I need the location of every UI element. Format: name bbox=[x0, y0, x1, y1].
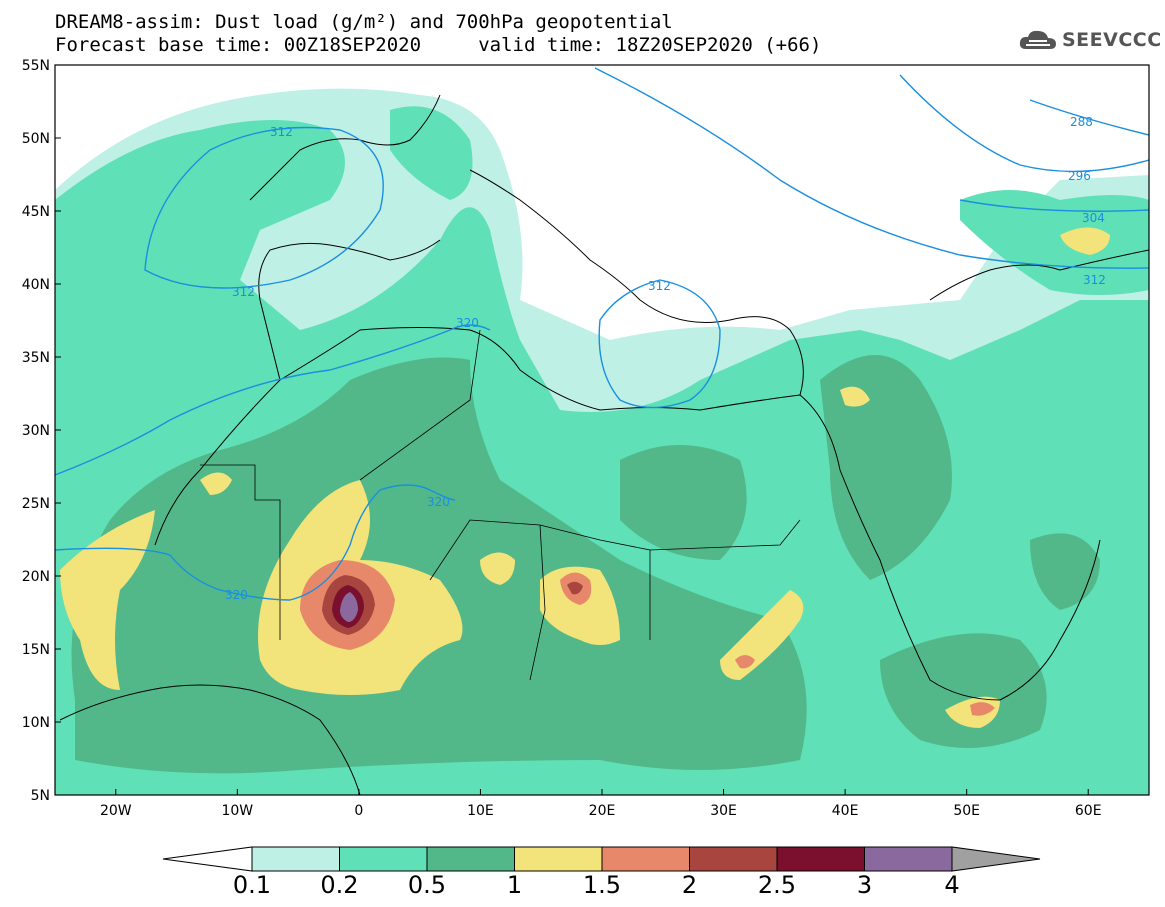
colorbar-swatch bbox=[864, 846, 953, 872]
contour-label: 312 bbox=[270, 125, 293, 139]
colorbar-swatches bbox=[251, 846, 1041, 872]
lon-tick-label: 10W bbox=[221, 803, 253, 819]
lat-tick-label: 25N bbox=[22, 496, 50, 512]
contour-label: 312 bbox=[232, 285, 255, 299]
lat-tick-label: 15N bbox=[22, 642, 50, 658]
colorbar-label: 2.5 bbox=[758, 871, 796, 899]
contour-label: 312 bbox=[648, 279, 671, 293]
dust-layer-0.5 bbox=[71, 355, 1100, 774]
colorbar-swatch bbox=[251, 846, 340, 872]
lat-tick-label: 40N bbox=[22, 277, 50, 293]
map-plot-area: 312 312 320 312 320 320 288 296 304 312 bbox=[55, 65, 1149, 795]
colorbar: 0.1 0.2 0.5 1 1.5 2 2.5 3 4 bbox=[162, 846, 1041, 899]
colorbar-label: 0.1 bbox=[233, 871, 271, 899]
longitude-axis: 20W 10W 0 10E 20E 30E 40E 50E 60E bbox=[100, 789, 1102, 819]
lon-tick-label: 30E bbox=[710, 803, 737, 819]
lat-tick-label: 55N bbox=[22, 58, 50, 74]
colorbar-swatch bbox=[339, 846, 428, 872]
colorbar-label: 0.2 bbox=[320, 871, 358, 899]
colorbar-label: 0.5 bbox=[408, 871, 446, 899]
contour-label: 304 bbox=[1082, 211, 1105, 225]
colorbar-under-arrow bbox=[162, 846, 253, 872]
latitude-axis: 55N 50N 45N 40N 35N 30N 25N 20N 15N 10N 5N bbox=[22, 58, 61, 804]
lon-tick-label: 20E bbox=[589, 803, 616, 819]
lon-tick-label: 40E bbox=[832, 803, 859, 819]
colorbar-label: 1.5 bbox=[583, 871, 621, 899]
lon-tick-label: 20W bbox=[100, 803, 132, 819]
colorbar-swatch bbox=[426, 846, 515, 872]
colorbar-swatch bbox=[689, 846, 778, 872]
colorbar-swatch bbox=[776, 846, 865, 872]
geopotential-contours bbox=[55, 67, 1149, 601]
lon-tick-label: 0 bbox=[354, 803, 363, 819]
lat-tick-label: 50N bbox=[22, 131, 50, 147]
lon-tick-label: 10E bbox=[467, 803, 494, 819]
contour-label: 296 bbox=[1068, 169, 1091, 183]
seevccc-logo: SEEVCCC bbox=[1018, 27, 1161, 55]
country-borders bbox=[200, 329, 801, 681]
lon-tick-label: 50E bbox=[953, 803, 980, 819]
colorbar-swatch bbox=[514, 846, 603, 872]
contour-label: 320 bbox=[456, 316, 479, 330]
lon-tick-label: 60E bbox=[1075, 803, 1102, 819]
lat-tick-label: 35N bbox=[22, 350, 50, 366]
colorbar-over-arrow bbox=[951, 846, 1041, 872]
map-subtitle: Forecast base time: 00Z18SEP2020 valid t… bbox=[55, 34, 822, 56]
contour-label: 288 bbox=[1070, 115, 1093, 129]
cloud-icon bbox=[1019, 30, 1056, 49]
lat-tick-label: 20N bbox=[22, 569, 50, 585]
contour-label: 320 bbox=[427, 495, 450, 509]
dust-layer-3 bbox=[340, 592, 358, 622]
colorbar-label: 2 bbox=[682, 871, 697, 899]
lat-tick-label: 30N bbox=[22, 423, 50, 439]
colorbar-labels: 0.1 0.2 0.5 1 1.5 2 2.5 3 4 bbox=[233, 871, 960, 899]
colorbar-label: 3 bbox=[857, 871, 872, 899]
lat-tick-label: 45N bbox=[22, 204, 50, 220]
colorbar-label: 4 bbox=[944, 871, 959, 899]
colorbar-label: 1 bbox=[507, 871, 522, 899]
map-title: DREAM8-assim: Dust load (g/m²) and 700hP… bbox=[55, 11, 673, 33]
coastlines bbox=[59, 94, 1149, 795]
colorbar-swatch bbox=[601, 846, 690, 872]
lat-tick-label: 5N bbox=[31, 788, 50, 804]
contour-label: 312 bbox=[1083, 273, 1106, 287]
contour-labels: 312 312 320 312 320 320 288 296 304 312 bbox=[225, 115, 1106, 602]
lat-tick-label: 10N bbox=[22, 715, 50, 731]
contour-label: 320 bbox=[225, 588, 248, 602]
logo-text: SEEVCCC bbox=[1062, 29, 1162, 51]
